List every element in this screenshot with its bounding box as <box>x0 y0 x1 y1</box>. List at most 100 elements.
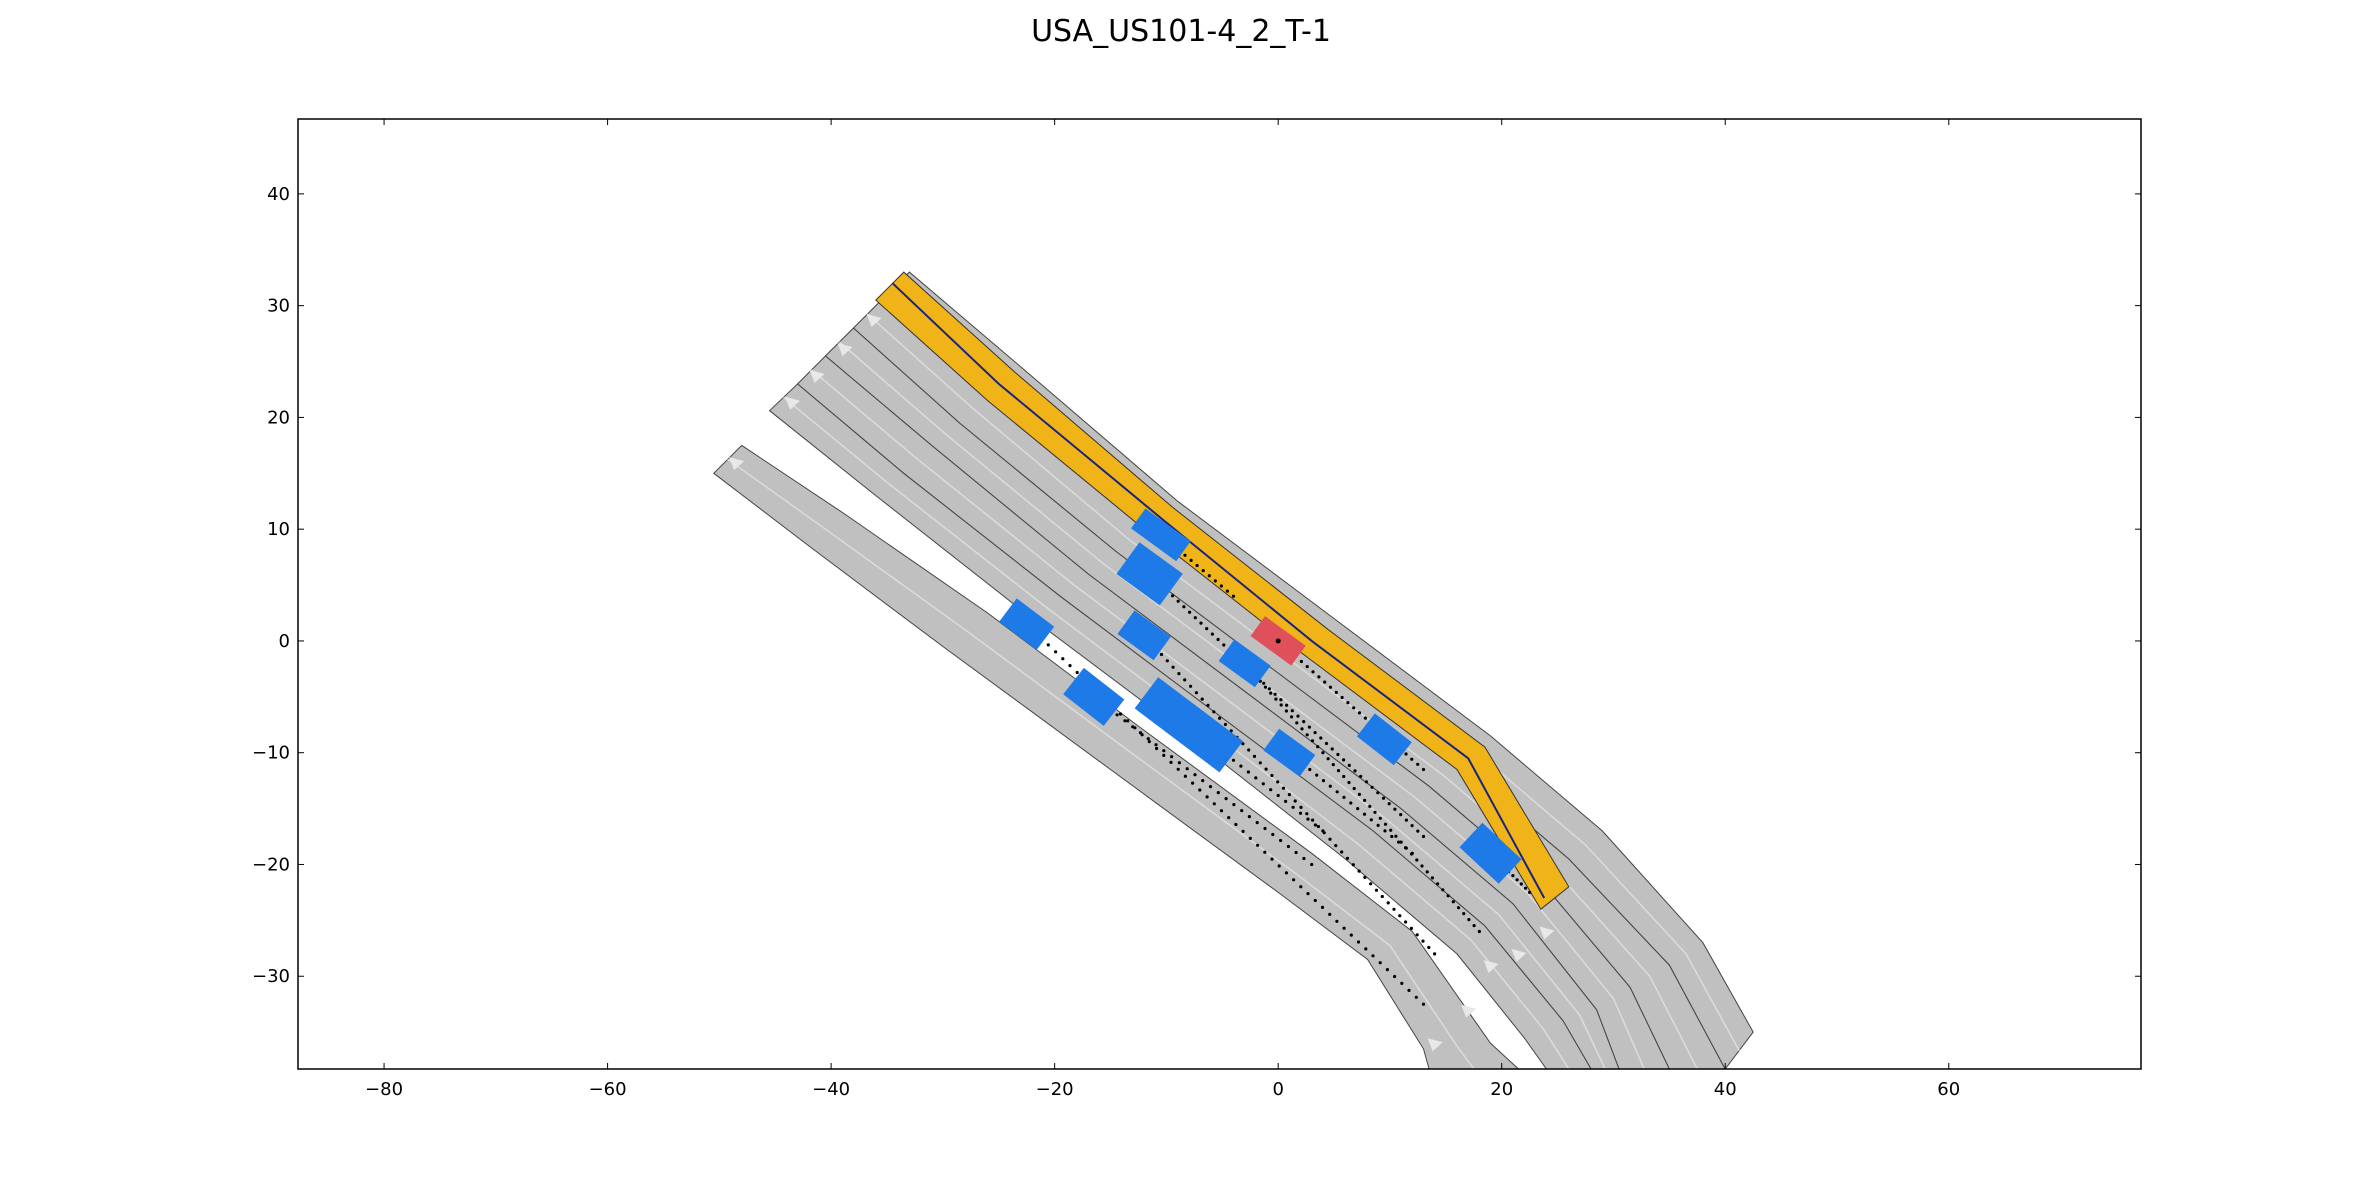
trajectory-7-point <box>1315 773 1319 777</box>
lane-5-centerline <box>866 313 1698 1069</box>
trajectory-3-point <box>1171 665 1175 669</box>
trajectory-1-point <box>1330 747 1334 751</box>
trajectory-3-point <box>1421 939 1425 943</box>
trajectory-7-point <box>1369 818 1373 822</box>
trajectory-8-point <box>1328 685 1333 689</box>
trajectory-3-point <box>1404 920 1408 924</box>
trajectory-2-point <box>1277 864 1281 868</box>
trajectory-7-point <box>1397 840 1401 844</box>
trajectory-8-point <box>1340 695 1344 700</box>
trajectory-5-point <box>1123 719 1127 723</box>
trajectory-1-point <box>1376 791 1380 795</box>
vehicle-5 <box>1063 667 1125 726</box>
trajectory-1-point <box>1359 774 1363 778</box>
trajectory-2-point <box>1378 961 1382 965</box>
trajectory-2-point <box>1118 712 1123 716</box>
trajectory-5-point <box>1131 725 1135 729</box>
trajectory-1-point <box>1387 802 1391 806</box>
trajectory-5-point <box>1255 821 1259 825</box>
trajectory-3-point <box>1316 824 1320 829</box>
trajectory-6-point <box>1276 793 1280 798</box>
trajectory-9-point <box>1519 882 1523 886</box>
trajectory-4-point <box>1472 924 1476 928</box>
trajectory-2-point <box>1241 829 1245 834</box>
trajectory-5-point <box>1310 862 1314 867</box>
trajectory-8-point <box>1346 701 1350 705</box>
trajectory-1-point <box>1364 780 1368 784</box>
trajectory-7-point <box>1308 767 1312 772</box>
y-tick-label: 0 <box>279 631 290 652</box>
trajectory-7-point <box>1383 829 1387 833</box>
trajectory-3-point <box>1247 748 1251 752</box>
trajectory-7-point <box>1390 834 1394 839</box>
trajectory-3-point <box>1281 786 1286 790</box>
trajectory-2-point <box>1169 760 1173 765</box>
trajectory-4-point <box>1331 763 1335 767</box>
trajectory-7-point <box>1356 807 1360 811</box>
trajectory-0-point <box>1189 558 1193 563</box>
trajectory-3-point <box>1206 703 1210 708</box>
trajectory-2-point <box>1248 836 1252 841</box>
trajectory-4-point <box>1389 828 1393 832</box>
trajectory-1-point <box>1416 829 1420 833</box>
lane-1-surface <box>713 444 1520 1069</box>
x-tick-label: 0 <box>1272 1079 1283 1100</box>
lane-arrow-9 <box>1539 926 1555 940</box>
trajectory-4-point <box>1326 757 1330 761</box>
trajectory-3-point <box>1433 952 1437 956</box>
trajectory-4-point <box>1336 769 1341 773</box>
trajectory-8-point <box>1323 680 1327 684</box>
trajectory-0-point <box>1195 563 1199 568</box>
y-tick-label: −10 <box>252 743 290 764</box>
trajectory-1-point <box>1347 763 1351 768</box>
trajectory-0-point <box>1201 569 1205 573</box>
trajectory-5-point <box>1247 815 1251 819</box>
trajectory-3-point <box>1218 716 1222 720</box>
trajectory-2-point <box>1414 995 1418 999</box>
trajectory-8-point <box>1404 752 1408 756</box>
lane-arrow-6 <box>1461 1004 1477 1018</box>
trajectory-4-point <box>1430 876 1434 880</box>
trajectory-2-point <box>1400 981 1404 986</box>
trajectory-3-point <box>1345 856 1350 860</box>
trajectory-8-point <box>1410 757 1414 761</box>
trajectory-1-point <box>1421 834 1426 839</box>
trajectory-4-point <box>1342 774 1346 779</box>
x-tick-label: −20 <box>1036 1079 1074 1100</box>
trajectory-5-point <box>1216 791 1220 795</box>
trajectory-5-point <box>1177 761 1181 765</box>
trajectory-3-point <box>1189 684 1193 688</box>
trajectory-6-point <box>1298 811 1303 815</box>
trajectory-7-point <box>1321 779 1326 783</box>
trajectory-3-point <box>1334 844 1338 848</box>
trajectory-8-point <box>1317 675 1321 679</box>
trajectory-3-point <box>1340 850 1344 854</box>
trajectory-2-point <box>1227 816 1231 820</box>
trajectory-4-point <box>1279 703 1283 707</box>
trajectory-5-point <box>1240 809 1244 813</box>
vehicle-layer <box>999 508 1532 1006</box>
trajectory-5-point <box>1154 743 1158 747</box>
y-tick-label: −20 <box>252 854 290 875</box>
trajectory-9-point <box>1528 890 1532 895</box>
trajectory-4-point <box>1394 834 1398 838</box>
trajectory-9-point <box>1523 886 1528 890</box>
vehicle-7 <box>1263 728 1316 777</box>
trajectory-8-point <box>1416 762 1420 766</box>
trajectory-6-point <box>1313 823 1317 827</box>
trajectory-1-point <box>1222 643 1226 647</box>
trajectory-3-point <box>1183 678 1187 682</box>
trajectory-4-point <box>1295 721 1299 725</box>
trajectory-4-point <box>1300 727 1304 731</box>
trajectory-2-point <box>1270 857 1274 861</box>
trajectory-2-point <box>1328 912 1332 917</box>
trajectory-3-point <box>1311 818 1315 822</box>
trajectory-1-point <box>1188 610 1192 614</box>
trajectory-8-point <box>1334 690 1338 695</box>
trajectory-1-point <box>1267 687 1271 691</box>
trajectory-1-point <box>1319 736 1323 740</box>
trajectory-7-point <box>1403 846 1408 850</box>
trajectory-2-point <box>1349 933 1353 937</box>
trajectory-5-point <box>1193 773 1197 777</box>
